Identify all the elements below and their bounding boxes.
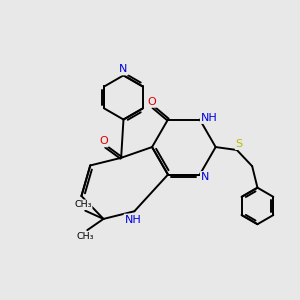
Text: NH: NH — [124, 214, 141, 224]
Text: O: O — [99, 136, 108, 146]
Text: S: S — [236, 139, 243, 149]
Text: N: N — [119, 64, 128, 74]
Text: N: N — [201, 172, 209, 182]
Text: CH₃: CH₃ — [76, 232, 94, 241]
Text: O: O — [147, 97, 156, 107]
Text: CH₃: CH₃ — [74, 200, 92, 209]
Text: NH: NH — [201, 113, 218, 123]
